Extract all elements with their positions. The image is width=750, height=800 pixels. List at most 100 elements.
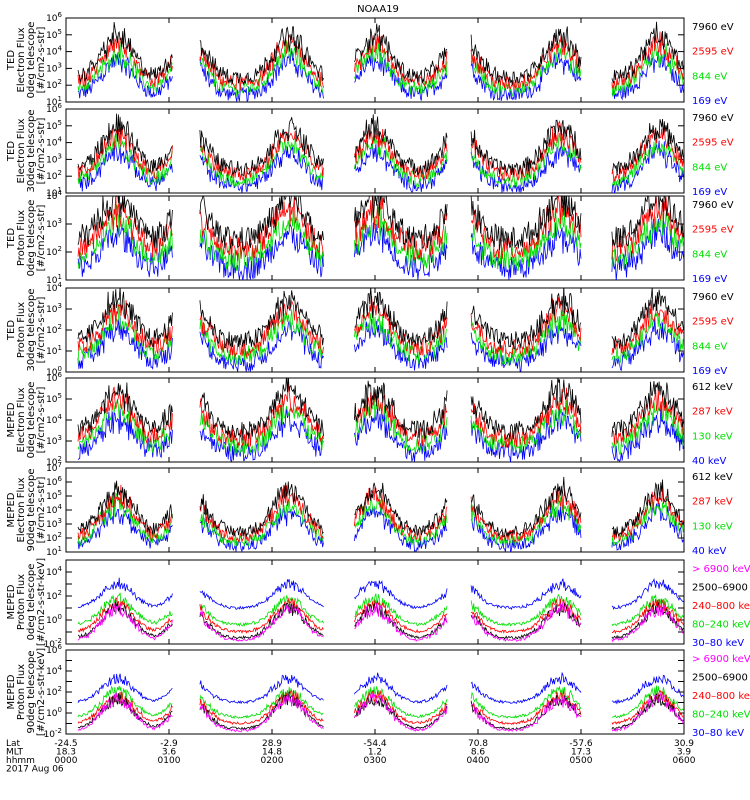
y-tick-label: 102 — [46, 78, 62, 91]
y-axis-label-line: TED — [6, 50, 17, 71]
x-tick-hhmm: 0400 — [467, 756, 490, 766]
x-tick-hhmm: 0000 — [55, 756, 78, 766]
y-tick-label: 102 — [46, 685, 62, 698]
y-axis-label-line: [#/cm2-s-str] — [36, 204, 47, 271]
series-169-ev — [77, 140, 684, 193]
legend-entry: 612 keV — [692, 472, 733, 483]
y-axis-label-line: [#/cm2-s-str-keV] — [36, 648, 47, 736]
y-tick-label: 105 — [46, 119, 62, 132]
y-tick-label: 104 — [46, 136, 62, 149]
y-tick-label: 106 — [46, 371, 62, 384]
series-612-kev — [77, 476, 684, 537]
panel-4: 100 101 102 103 104 TED Proton Flux 30deg teles… — [6, 281, 734, 378]
x-tick-mlt: 3.9 — [677, 748, 692, 758]
y-axis-label-line: [#/cm2-s-str] — [36, 296, 47, 363]
series-7960-ev — [77, 196, 684, 251]
y-tick-label: 101 — [46, 344, 62, 357]
panel-1: 101 102 103 104 105 106 TED Electron Flux 0deg t… — [6, 11, 734, 108]
y-tick-label: 102 — [46, 455, 62, 468]
legend-entry: 844 eV — [692, 162, 727, 173]
legend-entry: > 6900 keV — [692, 564, 750, 575]
y-axis-label-line: [#/cm2-s-str] — [36, 476, 47, 543]
legend-entry: 287 keV — [692, 407, 733, 418]
series-169-ev — [77, 316, 684, 372]
legend-entry: 169 eV — [692, 187, 727, 198]
series-130-kev — [77, 491, 684, 547]
y-axis-label-line: 30deg telescope — [26, 288, 37, 371]
series-80-240-kev — [77, 592, 684, 627]
y-axis-label-line: MEPED — [6, 402, 17, 437]
y-tick-label: 104 — [46, 503, 62, 516]
y-axis-label-line: TED — [6, 320, 17, 341]
series-40-kev — [77, 405, 684, 462]
y-tick-label: 104 — [46, 565, 62, 578]
series-7960-ev — [77, 21, 684, 86]
y-tick-label: 101 — [46, 545, 62, 558]
legend-entry: 80–240 keV — [692, 710, 750, 721]
legend-entry: 7960 eV — [692, 292, 734, 303]
legend-entry: 844 eV — [692, 341, 727, 352]
y-tick-label: 103 — [46, 61, 62, 74]
x-row-label: hhmm — [6, 756, 35, 766]
legend-entry: 169 eV — [692, 366, 727, 377]
series-7960-ev — [77, 288, 684, 350]
legend-entry: 130 keV — [692, 431, 733, 442]
series--6900-kev — [77, 691, 684, 733]
series-30-80-kev — [77, 671, 684, 705]
y-tick-label: 101 — [46, 95, 62, 108]
x-tick-mlt: 14.8 — [262, 748, 282, 758]
y-tick-label: 106 — [46, 643, 62, 656]
series-group — [77, 476, 684, 552]
y-axis-label-line: MEPED — [6, 674, 17, 709]
legend-entry: 240–800 keV — [692, 691, 750, 702]
x-tick-mlt: 3.6 — [162, 748, 177, 758]
series-169-ev — [77, 218, 684, 280]
y-tick-label: 101 — [46, 186, 62, 199]
series-group — [77, 21, 684, 102]
y-tick-label: 104 — [46, 664, 62, 677]
series-group — [77, 288, 684, 372]
series-40-kev — [77, 501, 684, 552]
y-tick-label: 10-2 — [44, 637, 62, 650]
figure-title: NOAA19 — [357, 4, 399, 15]
y-tick-label: 104 — [46, 189, 62, 202]
y-tick-label: 106 — [46, 11, 62, 24]
x-row-label: Lat — [6, 739, 21, 749]
y-axis-label-line: 0deg telescope — [26, 22, 37, 99]
x-tick-hhmm: 0200 — [261, 756, 284, 766]
series-612-kev — [77, 378, 684, 441]
legend-entry: 40 keV — [692, 546, 726, 557]
y-axis-label-line: [#/cm2-s-str-keV] — [36, 558, 47, 646]
y-tick-label: 104 — [46, 413, 62, 426]
y-tick-label: 100 — [46, 706, 62, 719]
legend-entry: 169 eV — [692, 274, 727, 285]
series-group — [77, 577, 684, 643]
y-axis-label-line: 30deg telescope — [26, 109, 37, 192]
series-2500-6900 — [77, 691, 684, 731]
legend-entry: 7960 eV — [692, 22, 734, 33]
x-row-label: 2017 Aug 06 — [6, 765, 64, 775]
x-tick-mlt: 17.3 — [571, 748, 591, 758]
y-tick-label: 106 — [46, 475, 62, 488]
x-tick-lat: -24.5 — [54, 739, 77, 749]
panel-7: 10-2 100 102 104 MEPED Proton Flux 0deg telesc… — [6, 558, 750, 650]
legend-entry: 2500–6900 — [692, 583, 748, 594]
y-axis-label-line: TED — [6, 141, 17, 162]
x-tick-mlt: 8.6 — [471, 748, 486, 758]
legend-entry: 30–80 keV — [692, 638, 744, 649]
y-axis-label-line: [#/cm2-s-str] — [36, 386, 47, 453]
y-tick-label: 103 — [46, 152, 62, 165]
y-tick-label: 103 — [46, 217, 62, 230]
y-tick-label: 102 — [46, 589, 62, 602]
legend-entry: 7960 eV — [692, 200, 734, 211]
series-group — [77, 113, 684, 193]
y-axis-label-line: Electron Flux — [16, 477, 27, 542]
y-axis-label-line: Proton Flux — [16, 302, 27, 358]
panel-5: 102 103 104 105 106 MEPED Electron Flux 0deg te… — [6, 371, 733, 468]
y-tick-label: 100 — [46, 365, 62, 378]
x-tick-lat: 70.8 — [468, 739, 488, 749]
y-tick-label: 103 — [46, 302, 62, 315]
